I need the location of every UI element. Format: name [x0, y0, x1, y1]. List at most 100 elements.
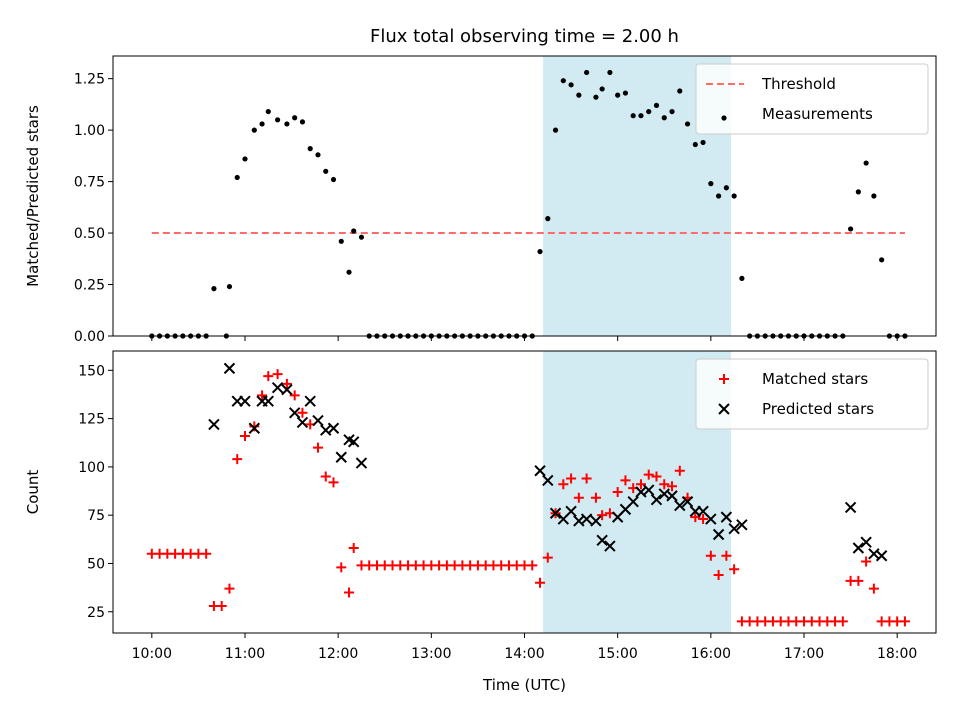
series-matched-stars: [146, 369, 910, 627]
matched-point: [348, 543, 359, 554]
panel-ratio: 0.00 0.25 0.50 0.75 1.00 1.25 Threshold Measure…: [74, 55, 937, 345]
matched-point: [597, 510, 608, 521]
predicted-point: [674, 499, 686, 512]
predicted-point: [666, 490, 678, 502]
measurement-point: [661, 115, 667, 121]
predicted-point: [860, 536, 872, 548]
measurement-point: [299, 119, 306, 125]
matched-point: [320, 471, 331, 482]
matched-point: [216, 600, 227, 611]
matched-point: [651, 471, 662, 482]
matched-point: [643, 469, 654, 480]
measurement-point: [211, 286, 217, 292]
measurement-point: [622, 90, 629, 96]
measurement-point: [653, 102, 660, 109]
x-tick-label: 13:00: [411, 646, 451, 662]
measurement-point: [346, 269, 352, 275]
measurement-point: [607, 69, 613, 76]
legend-label: Matched stars: [762, 370, 868, 388]
measurement-point: [537, 248, 543, 255]
predicted-point: [347, 436, 360, 448]
matched-point: [690, 512, 701, 523]
matched-point: [721, 550, 732, 561]
measurement-point: [576, 92, 582, 98]
y-tick-label: 0.25: [74, 278, 105, 294]
measurement-point: [315, 152, 321, 158]
legend-matched-swatch: [719, 374, 729, 384]
matched-point: [328, 477, 339, 488]
measurement-point: [351, 228, 357, 234]
measurement-point: [638, 113, 644, 119]
predicted-point: [335, 451, 347, 463]
measurement-point: [568, 82, 574, 88]
predicted-point: [565, 505, 577, 518]
matched-point: [581, 473, 592, 484]
predicted-point: [650, 494, 663, 506]
measurement-point: [284, 121, 290, 127]
predicted-point: [262, 395, 274, 407]
matched-point: [612, 487, 623, 497]
predicted-point: [736, 519, 748, 531]
measurement-point: [879, 257, 885, 263]
y-tick-label: 0.75: [74, 175, 105, 191]
legend-label: Predicted stars: [762, 400, 874, 418]
measurement-point: [684, 121, 691, 127]
matched-point: [289, 390, 300, 401]
matched-point: [297, 407, 308, 418]
measurement-point: [855, 189, 861, 195]
matched-point: [590, 492, 601, 503]
matched-point: [705, 550, 716, 561]
legend-label: Threshold: [761, 75, 836, 93]
predicted-point: [542, 474, 554, 487]
measurement-point: [338, 238, 344, 244]
predicted-point: [604, 540, 616, 552]
y-tick-label: 150: [78, 363, 105, 379]
predicted-point: [852, 542, 865, 554]
x-tick-label: 10:00: [132, 646, 172, 662]
measurement-point: [275, 117, 281, 123]
x-tick-label: 17:00: [784, 646, 824, 662]
matched-point: [635, 479, 646, 490]
measurement-point: [615, 92, 621, 98]
chart-title: Flux total observing time = 2.00 h: [370, 26, 679, 47]
predicted-point: [580, 513, 593, 525]
measurement-point: [593, 94, 599, 100]
matched-point: [336, 562, 347, 573]
measurement-point: [871, 193, 877, 199]
matched-point: [263, 371, 274, 382]
measurement-point: [259, 121, 265, 127]
panel-count: 25 50 75 100 125 150 10:00 11:00 12:00 13:00 14:00…: [78, 350, 937, 662]
measurement-point: [677, 88, 683, 94]
predicted-point: [643, 484, 655, 496]
measurement-point: [731, 193, 737, 199]
x-axis-label: Time (UTC): [482, 676, 566, 694]
predicted-point: [844, 501, 857, 514]
predicted-point: [327, 422, 340, 434]
matched-point: [281, 378, 292, 389]
matched-point: [713, 570, 724, 581]
predicted-point: [627, 495, 639, 508]
legend-measurement-swatch: [721, 115, 727, 121]
y-tick-label: 1.25: [74, 72, 105, 88]
x-tick-label: 15:00: [597, 646, 637, 662]
measurement-point: [251, 127, 257, 133]
matched-point: [729, 564, 740, 575]
predicted-point: [681, 495, 694, 508]
measurement-point: [330, 176, 337, 183]
measurement-point: [560, 78, 566, 84]
predicted-point: [705, 513, 717, 525]
x-tick-label: 12:00: [318, 646, 358, 662]
predicted-point: [296, 416, 309, 429]
predicted-point: [712, 528, 725, 541]
predicted-point: [549, 507, 562, 519]
measurement-point: [234, 174, 240, 181]
matched-point: [527, 560, 538, 571]
legend-box: [695, 358, 929, 430]
legend-box: [695, 63, 929, 135]
predicted-point: [281, 383, 293, 396]
measurement-point: [552, 127, 559, 133]
predicted-point: [875, 550, 888, 562]
measurement-point: [358, 234, 365, 240]
measurement-point: [323, 168, 329, 174]
